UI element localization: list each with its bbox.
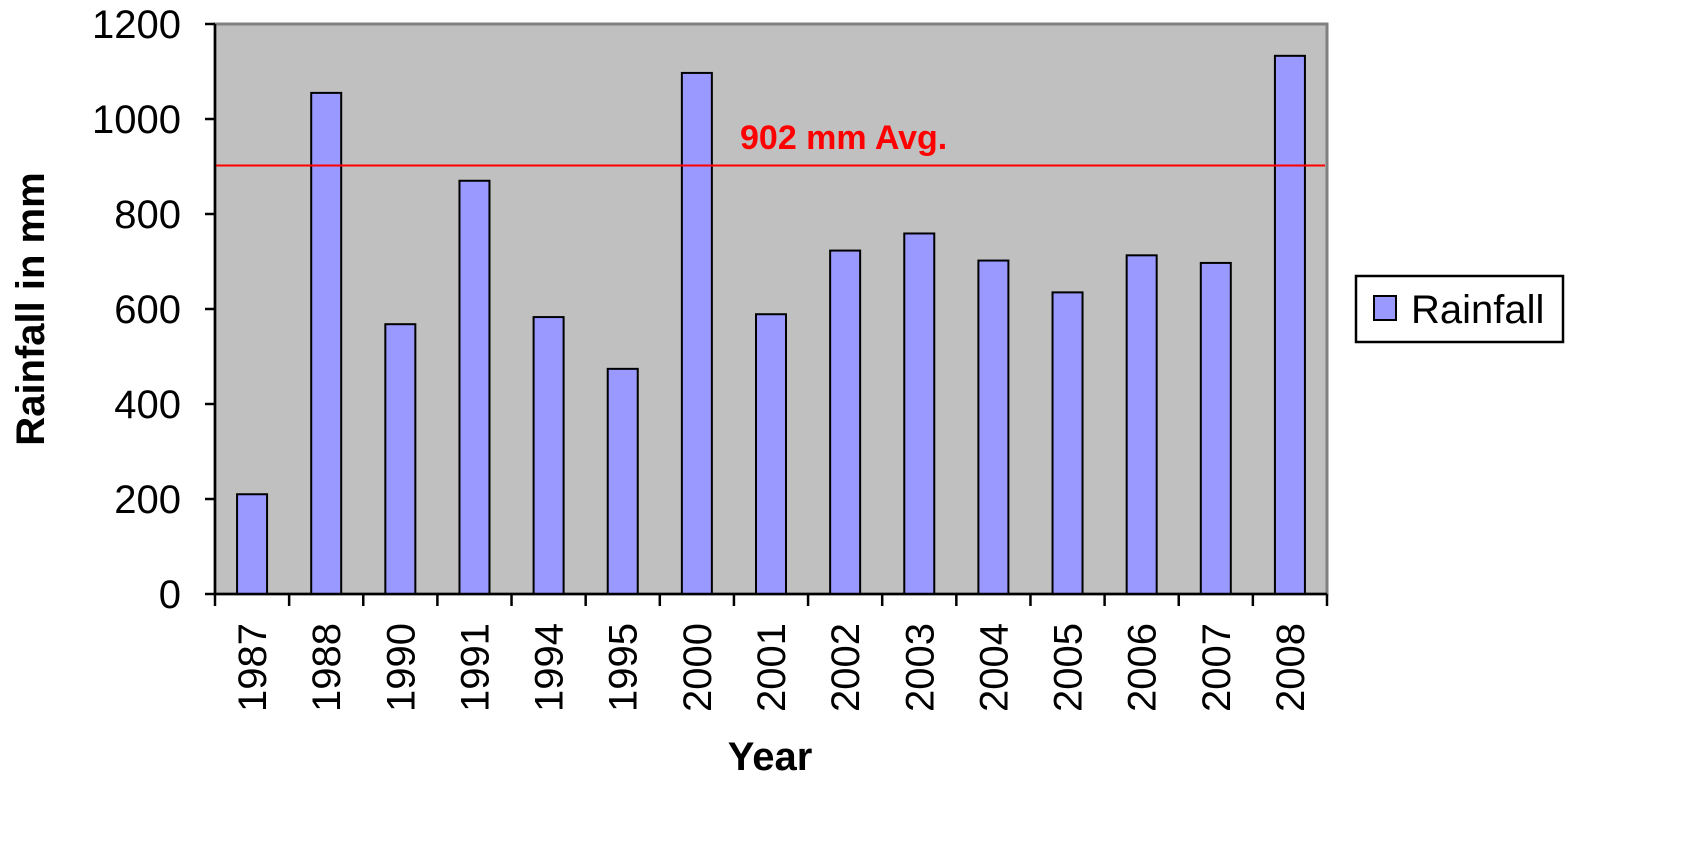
- bar-1987: [236, 493, 269, 595]
- legend-swatch: [1373, 295, 1397, 321]
- x-tick-label: 1987: [231, 623, 275, 712]
- x-tick-label: 2000: [676, 623, 720, 712]
- x-axis-title: Year: [728, 735, 813, 779]
- bar-1991: [458, 179, 491, 595]
- bar-2006: [1125, 254, 1158, 595]
- x-tick-label: 2002: [824, 623, 868, 712]
- x-tick-label: 2004: [972, 623, 1016, 712]
- bar-1994: [532, 316, 565, 595]
- bar-2003: [903, 232, 936, 595]
- x-tick-label: 2003: [898, 623, 942, 712]
- reference-line-group: 902 mm Avg.: [215, 119, 1325, 167]
- bars-group: [236, 54, 1306, 596]
- y-tick-label: 1200: [92, 3, 181, 47]
- x-tick-label: 1991: [453, 623, 497, 712]
- y-tick-label: 400: [114, 383, 181, 427]
- bar-2005: [1051, 291, 1084, 595]
- x-tick-label: 2008: [1269, 623, 1313, 712]
- y-tick-label: 1000: [92, 98, 181, 142]
- x-tick-label: 1988: [305, 623, 349, 712]
- y-tick-label: 800: [114, 193, 181, 237]
- bar-2004: [977, 259, 1010, 595]
- y-axis-title: Rainfall in mm: [9, 172, 53, 445]
- bar-1990: [384, 323, 417, 595]
- bar-2007: [1199, 261, 1232, 595]
- x-tick-label: 1995: [602, 623, 646, 712]
- x-tick-label: 1990: [379, 623, 423, 712]
- bar-1995: [606, 367, 639, 595]
- y-tick-label: 0: [159, 573, 181, 617]
- bar-2000: [680, 71, 713, 596]
- legend-label: Rainfall: [1411, 288, 1544, 332]
- bar-1988: [310, 91, 343, 595]
- y-ticks-group: 0 200 400 600 800 1000 1200: [92, 3, 215, 617]
- x-tick-label: 2005: [1047, 623, 1091, 712]
- average-label: 902 mm Avg.: [740, 119, 947, 157]
- bar-2008: [1273, 54, 1306, 595]
- x-tick-label: 2001: [750, 623, 794, 712]
- x-tick-label: 2007: [1195, 623, 1239, 712]
- y-tick-label: 600: [114, 288, 181, 332]
- x-tick-label: 2006: [1121, 623, 1165, 712]
- x-tick-label: 1994: [528, 623, 572, 712]
- bar-2002: [829, 249, 862, 595]
- y-tick-label: 200: [114, 478, 181, 522]
- x-ticks-group: 1987 1988 1990 1991 1994 1995 2000 2001 2002 2003…: [213, 594, 1329, 712]
- bar-2001: [755, 313, 787, 595]
- legend: Rainfall: [1354, 274, 1565, 344]
